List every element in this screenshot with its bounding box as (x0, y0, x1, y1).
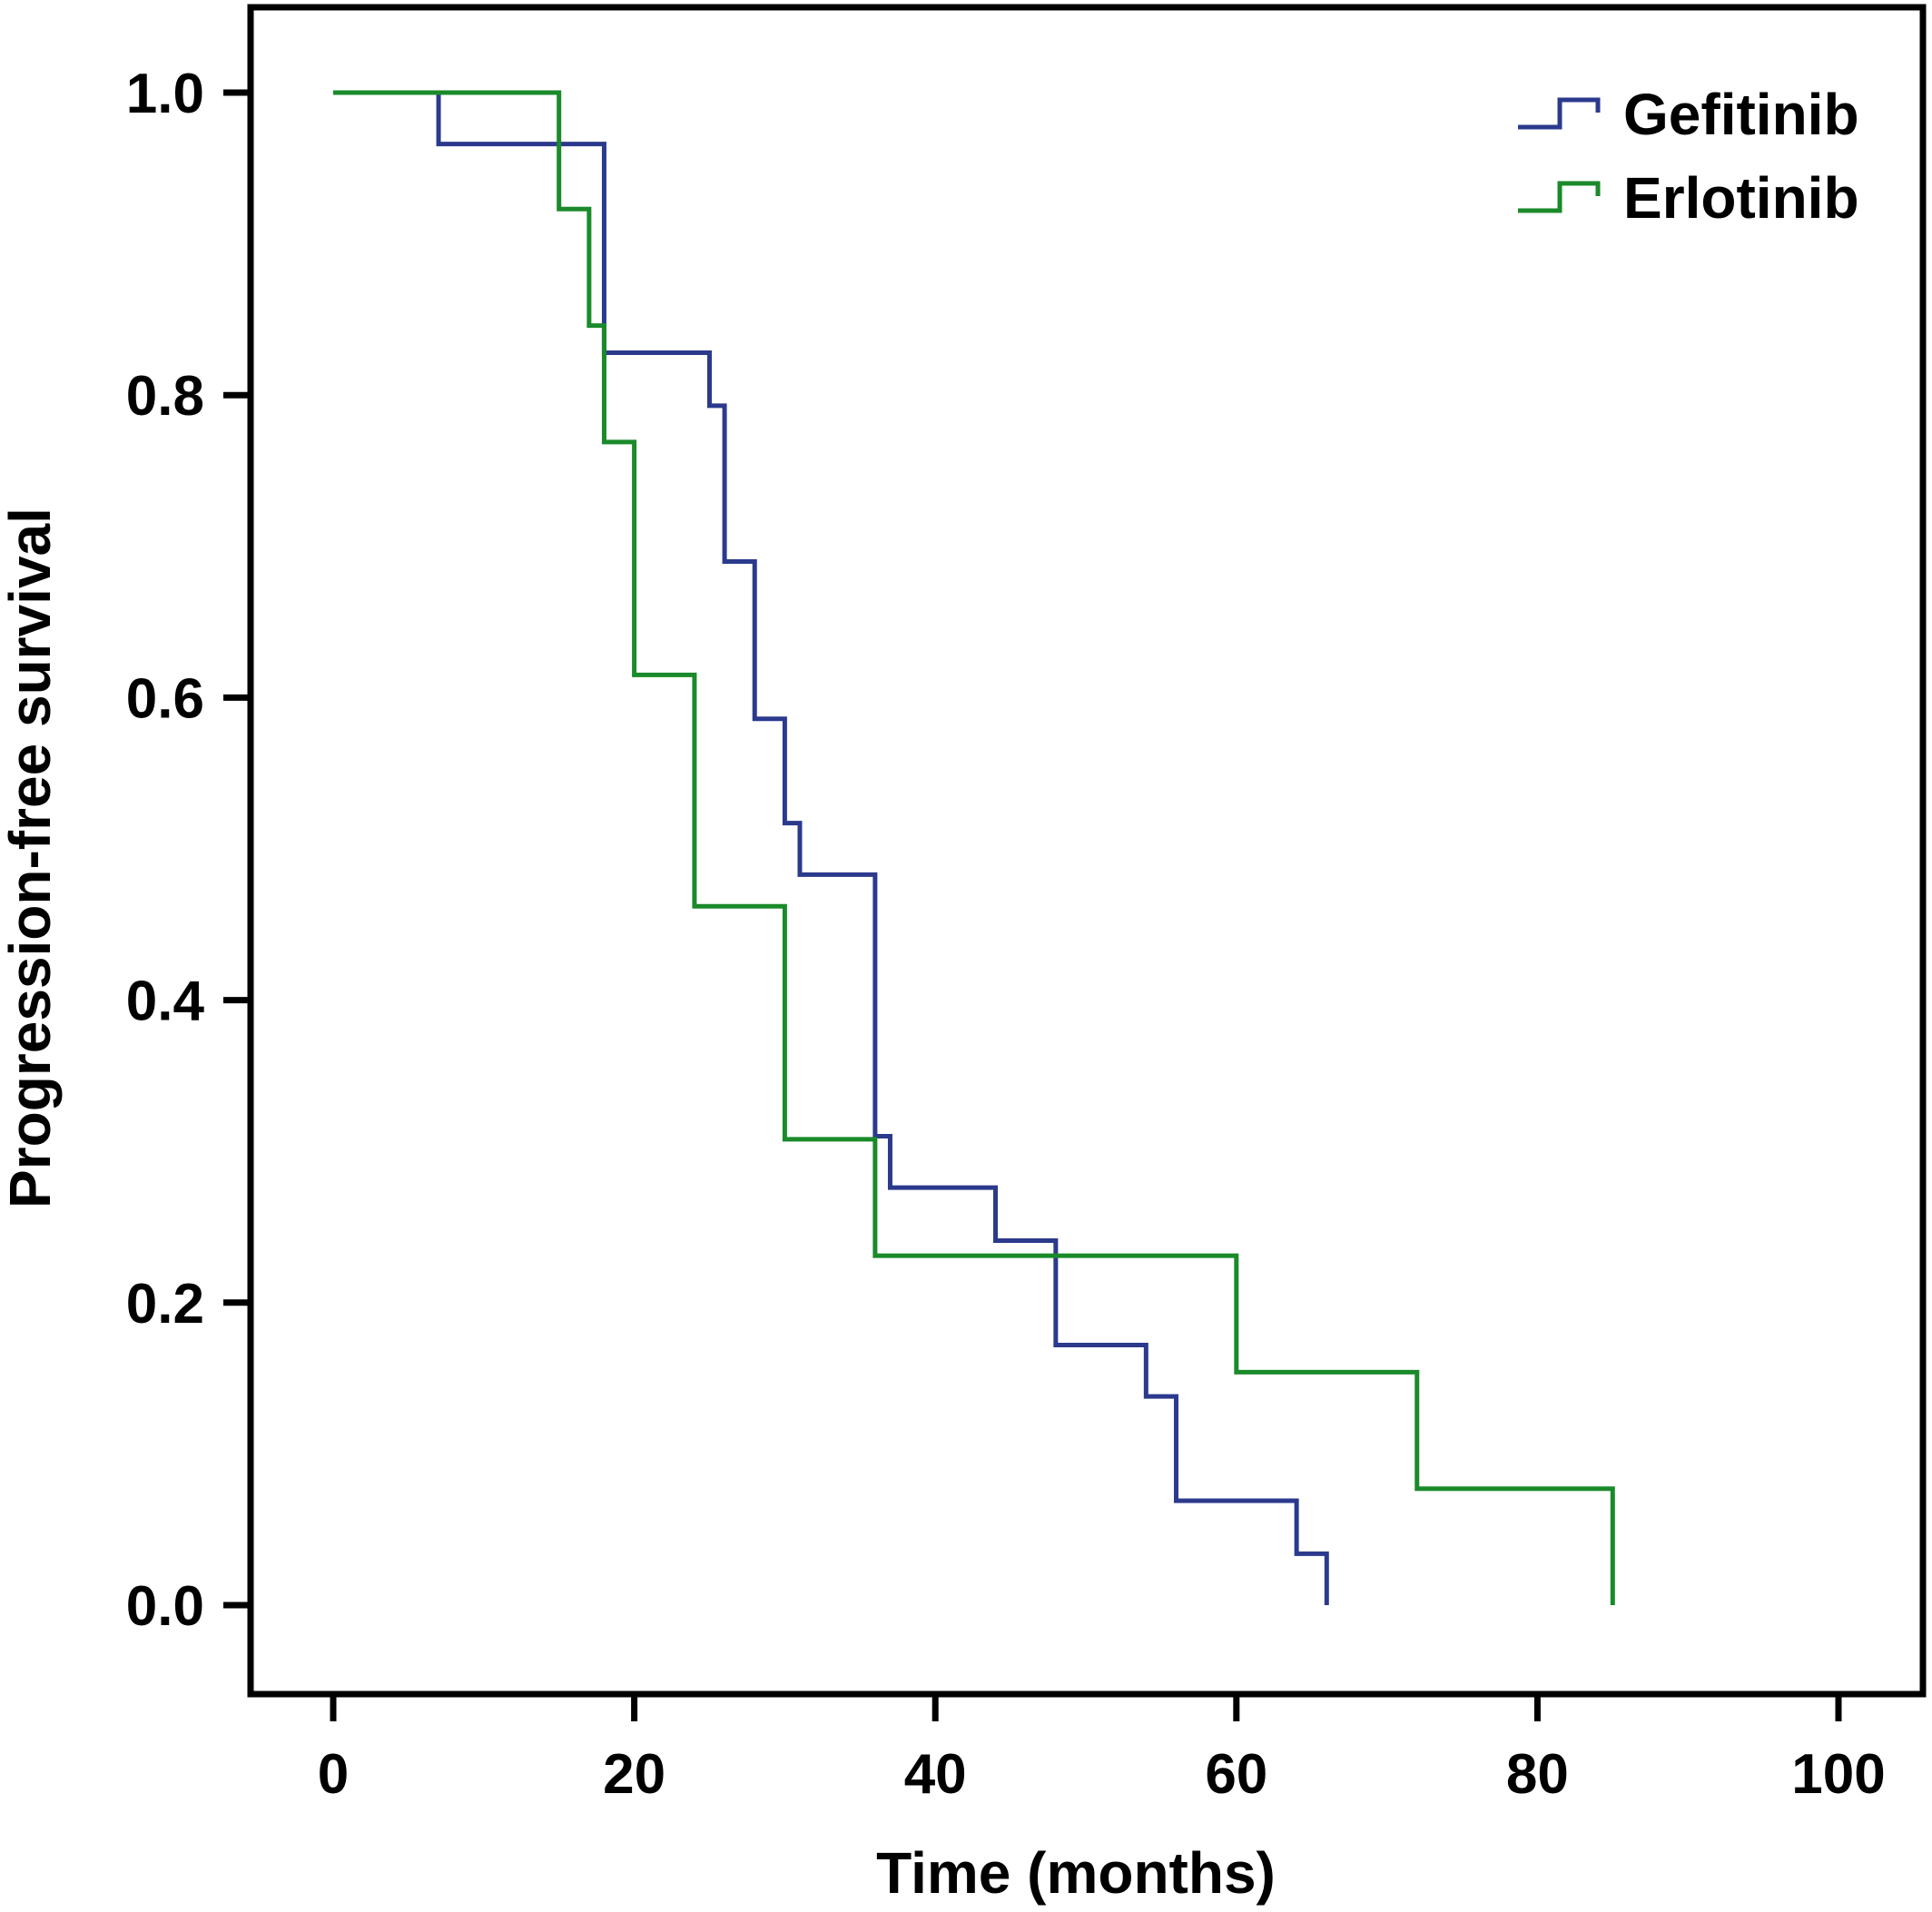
legend: Gefitinib Erlotinib (1518, 82, 1859, 231)
series-line-erlotinib (333, 90, 1615, 1605)
legend-swatch-erlotinib (1518, 181, 1601, 213)
y-tick-label-0.4: 0.4 (126, 971, 205, 1033)
y-tick-label-1: 1.0 (126, 63, 204, 125)
y-tick-label-0.6: 0.6 (126, 667, 204, 730)
x-axis: 0 20 40 60 80 100 (318, 1694, 1886, 1806)
x-tick-label-0: 0 (318, 1743, 349, 1806)
plot-frame (247, 4, 1927, 1698)
x-tick-label-80: 80 (1506, 1743, 1569, 1806)
series-line-gefitinib (333, 90, 1329, 1605)
x-tick-label-60: 60 (1205, 1743, 1267, 1806)
x-tick-label-20: 20 (603, 1743, 665, 1806)
legend-label-gefitinib: Gefitinib (1623, 82, 1859, 147)
y-axis: 0.0 0.2 0.4 0.6 0.8 1.0 (126, 63, 251, 1638)
y-tick-label-0.8: 0.8 (126, 365, 204, 428)
x-tick-label-100: 100 (1791, 1743, 1885, 1806)
legend-label-erlotinib: Erlotinib (1623, 165, 1859, 231)
x-axis-title: Time (months) (876, 1840, 1276, 1906)
y-tick-label-0: 0.0 (126, 1575, 204, 1638)
legend-swatch-gefitinib (1518, 97, 1601, 130)
x-tick-label-40: 40 (904, 1743, 967, 1806)
series-layer (333, 90, 1615, 1605)
y-tick-label-0.2: 0.2 (126, 1273, 204, 1335)
y-axis-title: Progression-free survival (0, 508, 63, 1208)
